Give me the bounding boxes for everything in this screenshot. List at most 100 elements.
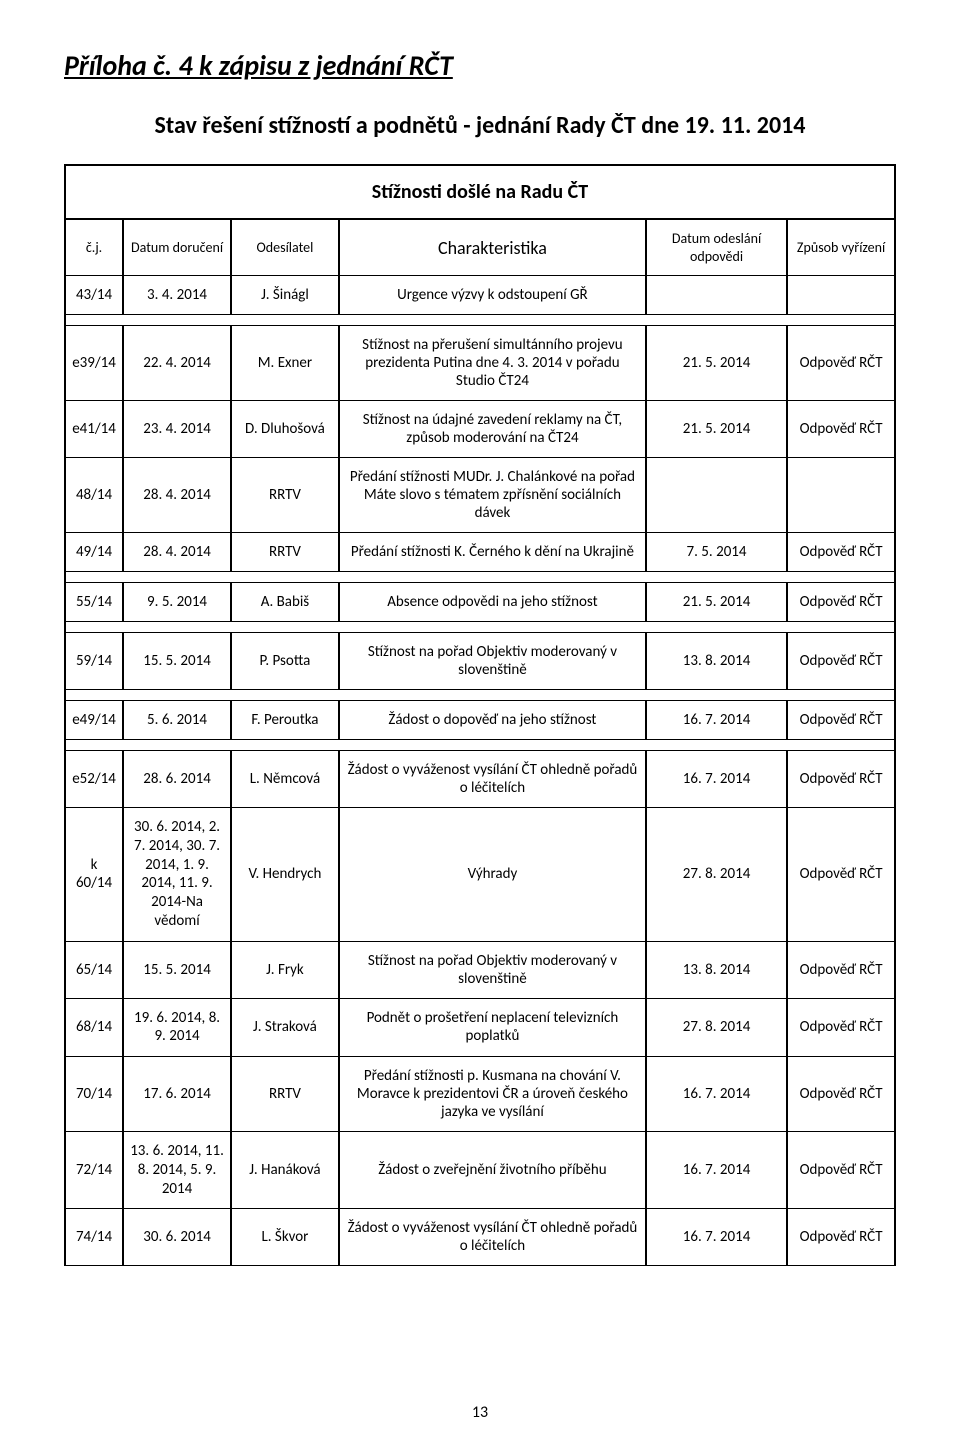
cell-doruceni: 9. 5. 2014 <box>123 583 231 622</box>
cell-charakteristika: Absence odpovědi na jeho stížnost <box>339 583 646 622</box>
cell-cj: e49/14 <box>65 701 123 740</box>
cell-cj: 59/14 <box>65 633 123 690</box>
cell-zpusob: Odpověď RČT <box>787 533 895 572</box>
cell-odeslani: 13. 8. 2014 <box>646 633 787 690</box>
cell-odeslani: 16. 7. 2014 <box>646 751 787 808</box>
cell-cj: 72/14 <box>65 1132 123 1209</box>
cell-odeslani: 16. 7. 2014 <box>646 1209 787 1266</box>
cell-zpusob <box>787 276 895 315</box>
page-subtitle: Stav řešení stížností a podnětů - jednán… <box>64 111 896 140</box>
cell-zpusob: Odpověď RČT <box>787 1209 895 1266</box>
table-header-row: č.j. Datum doručení Odesílatel Charakter… <box>65 220 895 276</box>
cell-odeslani: 21. 5. 2014 <box>646 401 787 458</box>
spacer-row <box>65 315 895 326</box>
cell-doruceni: 3. 4. 2014 <box>123 276 231 315</box>
cell-charakteristika: Žádost o dopověď na jeho stížnost <box>339 701 646 740</box>
page-number: 13 <box>0 1403 960 1422</box>
table-row: e49/14 5. 6. 2014 F. Peroutka Žádost o d… <box>65 701 895 740</box>
cell-cj: 55/14 <box>65 583 123 622</box>
cell-cj: e41/14 <box>65 401 123 458</box>
cell-doruceni: 15. 5. 2014 <box>123 633 231 690</box>
cell-odeslani: 13. 8. 2014 <box>646 941 787 998</box>
cell-charakteristika: Podnět o prošetření neplacení televizníc… <box>339 998 646 1057</box>
col-cj: č.j. <box>65 220 123 276</box>
cell-odeslani <box>646 458 787 533</box>
cell-odesilatel: RRTV <box>231 1057 339 1132</box>
cell-odeslani: 27. 8. 2014 <box>646 998 787 1057</box>
cell-doruceni: 5. 6. 2014 <box>123 701 231 740</box>
cell-doruceni: 15. 5. 2014 <box>123 941 231 998</box>
table-row: 49/14 28. 4. 2014 RRTV Předání stížnosti… <box>65 533 895 572</box>
cell-charakteristika: Výhrady <box>339 808 646 942</box>
cell-odesilatel: L. Němcová <box>231 751 339 808</box>
table-row: 55/14 9. 5. 2014 A. Babiš Absence odpově… <box>65 583 895 622</box>
cell-charakteristika: Předání stížnosti p. Kusmana na chování … <box>339 1057 646 1132</box>
cell-odeslani: 16. 7. 2014 <box>646 1132 787 1209</box>
cell-odesilatel: D. Dluhošová <box>231 401 339 458</box>
cell-odeslani: 16. 7. 2014 <box>646 1057 787 1132</box>
cell-doruceni: 17. 6. 2014 <box>123 1057 231 1132</box>
cell-zpusob: Odpověď RČT <box>787 701 895 740</box>
cell-zpusob <box>787 458 895 533</box>
cell-zpusob: Odpověď RČT <box>787 941 895 998</box>
cell-odesilatel: J. Šinágl <box>231 276 339 315</box>
cell-charakteristika: Stížnost na pořad Objektiv moderovaný v … <box>339 941 646 998</box>
col-charakteristika: Charakteristika <box>339 220 646 276</box>
cell-odesilatel: RRTV <box>231 458 339 533</box>
cell-odeslani: 21. 5. 2014 <box>646 583 787 622</box>
table-row: 74/14 30. 6. 2014 L. Škvor Žádost o vyvá… <box>65 1209 895 1266</box>
cell-odeslani: 27. 8. 2014 <box>646 808 787 942</box>
cell-zpusob: Odpověď RČT <box>787 1132 895 1209</box>
cell-charakteristika: Stížnost na přerušení simultánního proje… <box>339 326 646 401</box>
cell-cj: 68/14 <box>65 998 123 1057</box>
cell-doruceni: 28. 4. 2014 <box>123 533 231 572</box>
table-row: k 60/14 30. 6. 2014, 2. 7. 2014, 30. 7. … <box>65 808 895 942</box>
cell-odeslani: 7. 5. 2014 <box>646 533 787 572</box>
cell-charakteristika: Žádost o zveřejnění životního příběhu <box>339 1132 646 1209</box>
cell-odesilatel: V. Hendrych <box>231 808 339 942</box>
cell-cj: 49/14 <box>65 533 123 572</box>
cell-odesilatel: RRTV <box>231 533 339 572</box>
cell-charakteristika: Žádost o vyváženost vysílání ČT ohledně … <box>339 1209 646 1266</box>
table-row: e52/14 28. 6. 2014 L. Němcová Žádost o v… <box>65 751 895 808</box>
section-title: Stížnosti došlé na Radu ČT <box>64 164 896 220</box>
cell-zpusob: Odpověď RČT <box>787 808 895 942</box>
table-row: 65/14 15. 5. 2014 J. Fryk Stížnost na po… <box>65 941 895 998</box>
cell-cj: 65/14 <box>65 941 123 998</box>
cell-odeslani: 21. 5. 2014 <box>646 326 787 401</box>
cell-doruceni: 30. 6. 2014 <box>123 1209 231 1266</box>
spacer-row <box>65 690 895 701</box>
cell-zpusob: Odpověď RČT <box>787 1057 895 1132</box>
cell-zpusob: Odpověď RČT <box>787 998 895 1057</box>
table-row: 72/14 13. 6. 2014, 11. 8. 2014, 5. 9. 20… <box>65 1132 895 1209</box>
cell-cj: e39/14 <box>65 326 123 401</box>
cell-odesilatel: L. Škvor <box>231 1209 339 1266</box>
cell-cj: e52/14 <box>65 751 123 808</box>
cell-odesilatel: J. Hanáková <box>231 1132 339 1209</box>
cell-odeslani: 16. 7. 2014 <box>646 701 787 740</box>
page-title: Příloha č. 4 k zápisu z jednání RČT <box>64 48 896 83</box>
cell-zpusob: Odpověď RČT <box>787 401 895 458</box>
cell-charakteristika: Urgence výzvy k odstoupení GŘ <box>339 276 646 315</box>
cell-doruceni: 13. 6. 2014, 11. 8. 2014, 5. 9. 2014 <box>123 1132 231 1209</box>
table-row: 48/14 28. 4. 2014 RRTV Předání stížnosti… <box>65 458 895 533</box>
cell-odesilatel: A. Babiš <box>231 583 339 622</box>
cell-zpusob: Odpověď RČT <box>787 583 895 622</box>
cell-charakteristika: Žádost o vyváženost vysílání ČT ohledně … <box>339 751 646 808</box>
cell-doruceni: 28. 6. 2014 <box>123 751 231 808</box>
cell-doruceni: 19. 6. 2014, 8. 9. 2014 <box>123 998 231 1057</box>
cell-cj: 43/14 <box>65 276 123 315</box>
cell-odesilatel: P. Psotta <box>231 633 339 690</box>
cell-cj: 74/14 <box>65 1209 123 1266</box>
cell-odesilatel: J. Fryk <box>231 941 339 998</box>
cell-zpusob: Odpověď RČT <box>787 633 895 690</box>
cell-charakteristika: Předání stížnosti MUDr. J. Chalánkové na… <box>339 458 646 533</box>
table-row: e39/14 22. 4. 2014 M. Exner Stížnost na … <box>65 326 895 401</box>
cell-cj: 48/14 <box>65 458 123 533</box>
spacer-row <box>65 740 895 751</box>
table-row: 68/14 19. 6. 2014, 8. 9. 2014 J. Strakov… <box>65 998 895 1057</box>
cell-doruceni: 30. 6. 2014, 2. 7. 2014, 30. 7. 2014, 1.… <box>123 808 231 942</box>
cell-zpusob: Odpověď RČT <box>787 751 895 808</box>
cell-charakteristika: Stížnost na pořad Objektiv moderovaný v … <box>339 633 646 690</box>
table-row: 43/14 3. 4. 2014 J. Šinágl Urgence výzvy… <box>65 276 895 315</box>
